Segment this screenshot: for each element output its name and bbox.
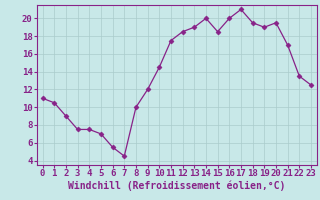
X-axis label: Windchill (Refroidissement éolien,°C): Windchill (Refroidissement éolien,°C) (68, 181, 285, 191)
